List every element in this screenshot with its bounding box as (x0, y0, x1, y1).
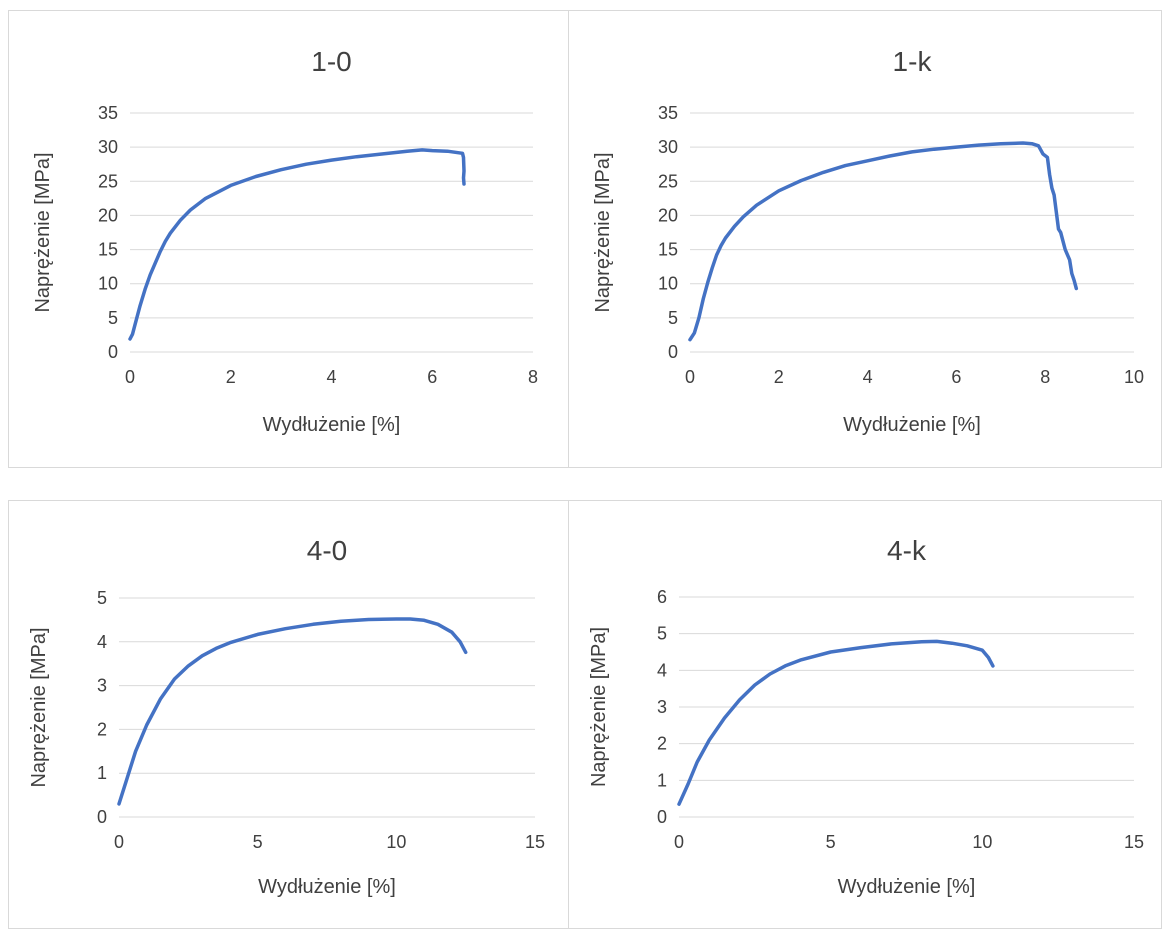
chart-svg: 1-k 0 5 10 15 20 25 30 35 0 2 4 6 8 10 Wydłużenie [%] Na… (592, 46, 1144, 436)
x-tick-label: 10 (386, 832, 406, 852)
y-tick-label: 5 (97, 588, 107, 608)
x-tick-label: 6 (427, 367, 437, 387)
y-tick-label: 5 (657, 624, 667, 644)
y-tick-label: 0 (97, 807, 107, 827)
y-tick-label: 25 (658, 171, 678, 191)
y-tick-label: 10 (98, 274, 118, 294)
y-tick-label: 15 (658, 240, 678, 260)
y-tick-label: 3 (97, 676, 107, 696)
y-tick-label: 35 (98, 103, 118, 123)
x-tick-label: 6 (951, 367, 961, 387)
series-line (688, 141, 1079, 342)
y-tick-label: 4 (657, 660, 667, 680)
y-tick-label: 5 (108, 308, 118, 328)
series-line (128, 148, 466, 341)
chart-panel-1-0: 1-0 0 5 10 15 20 25 30 35 0 2 4 6 8 Wydłużenie [%] Napr… (8, 10, 569, 468)
y-tick-label: 5 (668, 308, 678, 328)
y-axis-label: Naprężenie [MPa] (592, 152, 614, 312)
y-tick-label: 2 (97, 719, 107, 739)
y-tick-label: 0 (657, 807, 667, 827)
x-tick-label: 0 (674, 832, 684, 852)
x-tick-label: 15 (525, 832, 545, 852)
chart-title: 4-0 (307, 535, 347, 566)
y-tick-label: 30 (98, 137, 118, 157)
y-tick-label: 0 (108, 342, 118, 362)
y-axis-label: Naprężenie [MPa] (588, 627, 610, 787)
x-tick-label: 15 (1124, 832, 1144, 852)
x-axis-label: Wydłużenie [%] (258, 876, 396, 898)
x-tick-label: 4 (326, 367, 336, 387)
chart-panel-1-k: 1-k 0 5 10 15 20 25 30 35 0 2 4 6 8 10 Wydłużenie [%] Na… (568, 10, 1162, 468)
series-line (117, 617, 468, 806)
x-tick-label: 10 (972, 832, 992, 852)
chart-panel-4-k: 4-k 0 1 2 3 4 5 6 0 5 10 15 Wydłużenie [%] Naprężenie… (568, 500, 1162, 929)
x-tick-label: 8 (1040, 367, 1050, 387)
y-tick-label: 20 (658, 205, 678, 225)
chart-svg: 4-k 0 1 2 3 4 5 6 0 5 10 15 Wydłużenie [%] Naprężenie… (588, 535, 1144, 898)
chart-title: 4-k (887, 535, 927, 566)
x-tick-label: 4 (863, 367, 873, 387)
y-tick-label: 15 (98, 240, 118, 260)
y-tick-label: 25 (98, 171, 118, 191)
y-tick-label: 6 (657, 587, 667, 607)
x-tick-label: 8 (528, 367, 538, 387)
chart-svg: 1-0 0 5 10 15 20 25 30 35 0 2 4 6 8 Wydłużenie [%] Napr… (32, 46, 538, 436)
x-tick-label: 5 (826, 832, 836, 852)
x-tick-label: 5 (253, 832, 263, 852)
x-tick-label: 2 (774, 367, 784, 387)
y-tick-label: 2 (657, 734, 667, 754)
y-axis-label: Naprężenie [MPa] (32, 152, 54, 312)
x-tick-label: 0 (114, 832, 124, 852)
x-axis-label: Wydłużenie [%] (263, 414, 401, 436)
y-tick-label: 1 (657, 770, 667, 790)
y-tick-label: 4 (97, 632, 107, 652)
x-tick-label: 2 (226, 367, 236, 387)
y-tick-label: 20 (98, 205, 118, 225)
y-tick-label: 3 (657, 697, 667, 717)
x-axis-label: Wydłużenie [%] (838, 876, 976, 898)
y-axis-label: Naprężenie [MPa] (28, 627, 50, 787)
x-tick-label: 10 (1124, 367, 1144, 387)
chart-panel-4-0: 4-0 0 1 2 3 4 5 0 5 10 15 Wydłużenie [%] Naprężenie … (8, 500, 569, 929)
y-tick-label: 30 (658, 137, 678, 157)
x-tick-label: 0 (125, 367, 135, 387)
y-tick-label: 35 (658, 103, 678, 123)
x-axis-label: Wydłużenie [%] (843, 414, 981, 436)
y-tick-label: 1 (97, 763, 107, 783)
x-tick-label: 0 (685, 367, 695, 387)
chart-svg: 4-0 0 1 2 3 4 5 0 5 10 15 Wydłużenie [%] Naprężenie … (28, 535, 545, 898)
series-line (677, 639, 995, 806)
y-tick-label: 10 (658, 274, 678, 294)
y-tick-label: 0 (668, 342, 678, 362)
chart-title: 1-0 (311, 46, 351, 77)
chart-title: 1-k (893, 46, 933, 77)
